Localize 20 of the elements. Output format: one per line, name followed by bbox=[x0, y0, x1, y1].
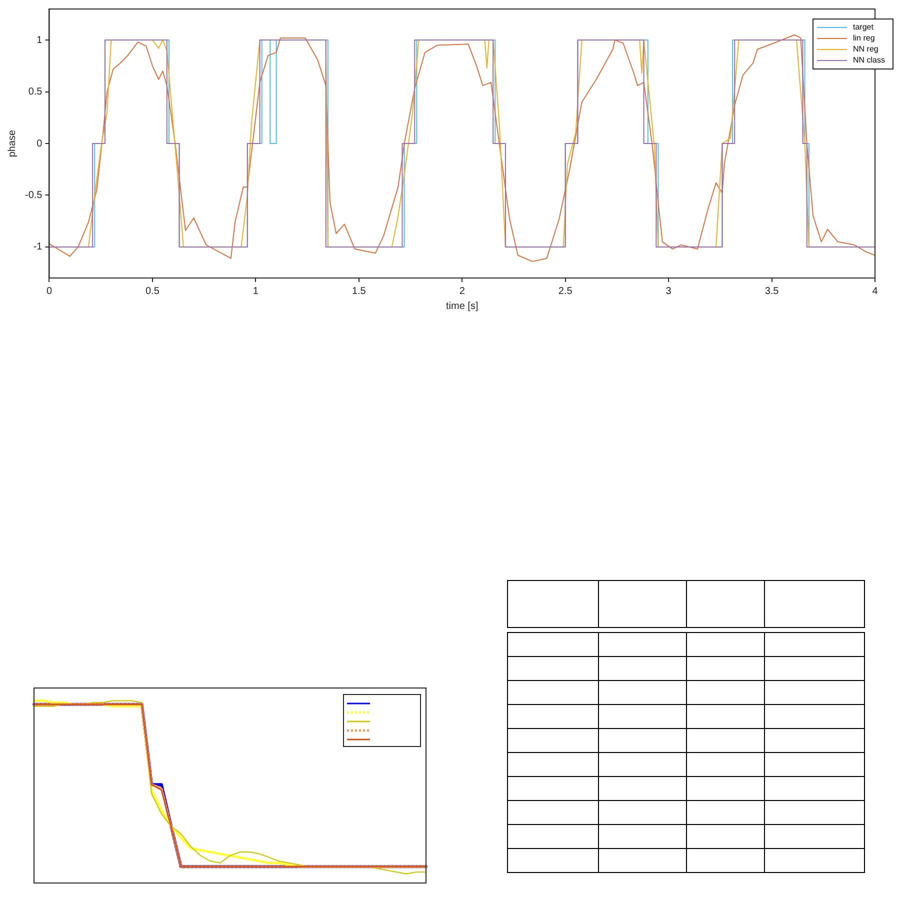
x-tick-label: 0 bbox=[46, 286, 52, 297]
x-tick-label: 0.5 bbox=[146, 286, 160, 297]
x-tick-label: 1.5 bbox=[352, 286, 366, 297]
y-tick-label: -0.5 bbox=[24, 190, 43, 201]
y-tick-label: -1 bbox=[33, 242, 43, 253]
y-axis-title: phase bbox=[6, 129, 18, 158]
x-tick-label: 2.5 bbox=[558, 286, 573, 297]
legend-label: lin reg bbox=[852, 34, 875, 43]
legend-label: NN class bbox=[852, 56, 886, 65]
x-tick-label: 3 bbox=[666, 286, 672, 297]
y-tick-label: 0.5 bbox=[28, 86, 43, 98]
x-tick-label: 3.5 bbox=[764, 286, 780, 297]
legend-label: target bbox=[852, 22, 874, 32]
y-tick-label: 0 bbox=[36, 138, 43, 150]
x-axis-title: time [s] bbox=[446, 300, 478, 312]
x-tick-label: 1 bbox=[252, 286, 259, 297]
legend-label: NN reg bbox=[852, 44, 878, 54]
x-tick-label: 4 bbox=[872, 286, 878, 297]
x-tick-label: 2 bbox=[459, 286, 466, 297]
y-tick-label: 1 bbox=[36, 34, 43, 46]
